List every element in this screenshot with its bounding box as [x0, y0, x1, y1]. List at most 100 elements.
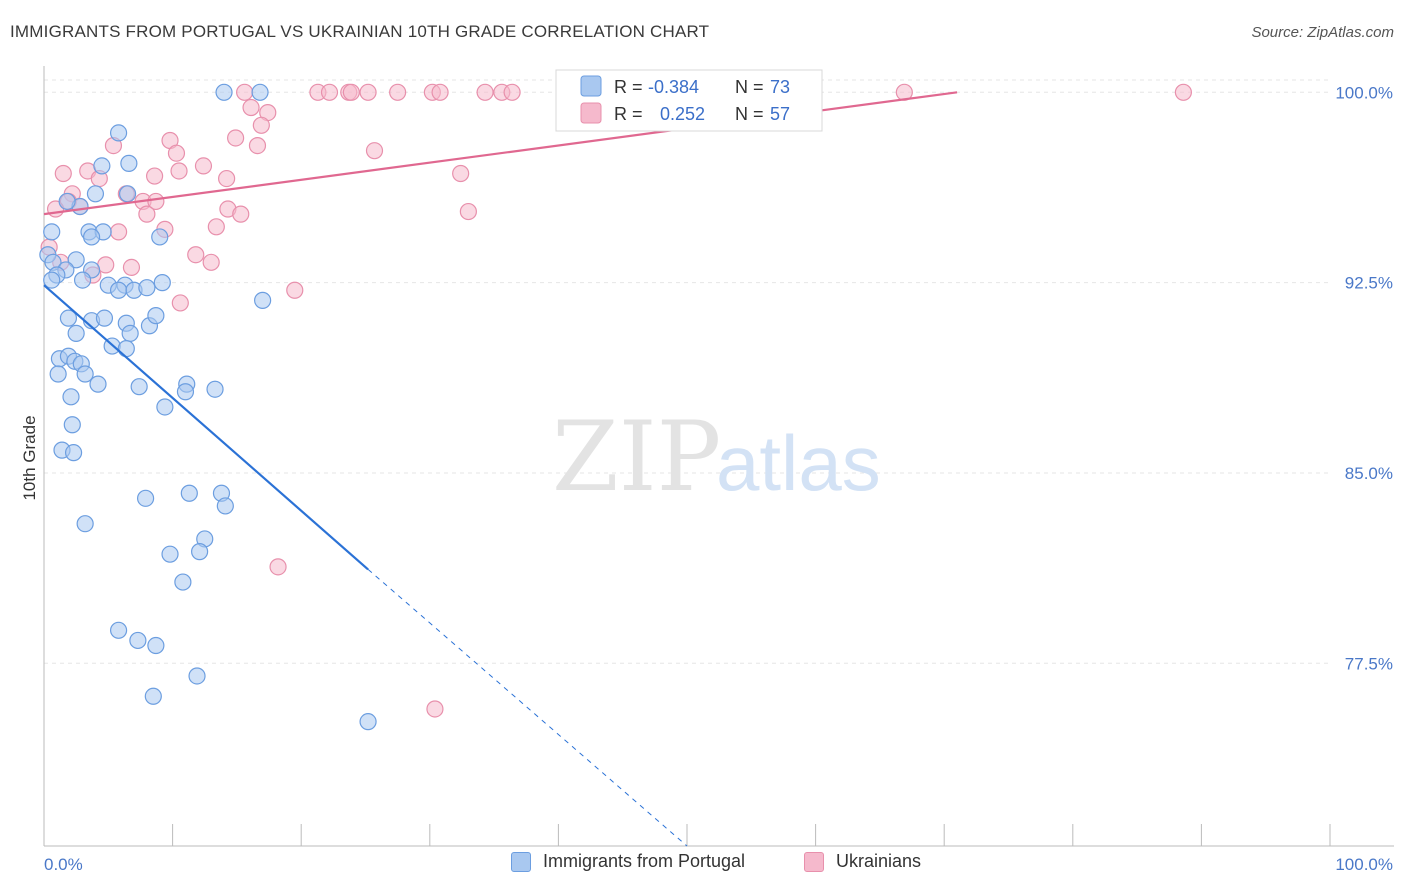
legend-swatch-portugal	[511, 851, 531, 872]
x-tick-label-1: 100.0%	[1335, 855, 1393, 874]
legend-n-value-1: 73	[770, 77, 790, 97]
bottom-legend: Immigrants from Portugal Ukrainians	[0, 851, 1406, 881]
data-point-pink-53	[286, 281, 304, 299]
data-point-blue-62	[191, 543, 209, 561]
legend-r-label-1: R =	[614, 77, 643, 97]
data-point-blue-13	[151, 228, 169, 246]
data-point-pink-15	[242, 98, 260, 117]
data-point-pink-8	[431, 83, 449, 101]
data-point-blue-20	[43, 271, 61, 289]
data-point-pink-43	[207, 218, 225, 236]
data-point-blue-63	[174, 573, 192, 591]
data-point-blue-52	[63, 416, 81, 434]
data-point-blue-65	[129, 631, 147, 650]
y-tick-label-3: 77.5%	[1345, 654, 1393, 673]
legend-swatch-pink	[580, 102, 602, 124]
legend-r-value-1: -0.384	[648, 77, 699, 97]
data-point-blue-64	[109, 621, 128, 639]
data-point-pink-42	[459, 202, 477, 221]
legend-n-label-1: N =	[735, 77, 764, 97]
data-point-blue-44	[76, 365, 94, 383]
data-point-blue-6	[118, 185, 137, 203]
data-point-pink-17	[252, 116, 270, 134]
data-point-blue-9	[43, 223, 61, 241]
legend-swatch-ukrainians	[804, 851, 824, 872]
axes	[43, 66, 1394, 847]
data-point-pink-14	[1174, 83, 1192, 101]
trend-line-blue	[43, 284, 369, 571]
data-point-blue-50	[62, 388, 80, 406]
legend-item-portugal: Immigrants from Portugal	[511, 851, 745, 872]
data-point-pink-22	[365, 142, 384, 160]
data-point-pink-21	[248, 136, 267, 155]
gridlines	[44, 79, 1330, 664]
data-point-pink-56	[426, 700, 444, 718]
data-point-blue-28	[254, 291, 272, 309]
data-point-blue-34	[147, 307, 165, 325]
data-point-pink-18	[227, 129, 245, 147]
data-point-pink-55	[269, 558, 287, 576]
data-point-blue-43	[49, 365, 67, 383]
tick-labels: 100.0% 92.5% 85.0% 77.5% 0.0% 100.0%	[44, 83, 1393, 874]
legend-r-label-2: R =	[614, 104, 643, 124]
data-point-pink-27	[170, 162, 188, 180]
data-point-pink-25	[54, 164, 72, 183]
data-point-blue-12	[82, 228, 101, 246]
data-point-blue-0	[215, 83, 233, 101]
data-point-blue-24	[109, 281, 128, 299]
data-point-pink-4	[342, 83, 360, 101]
legend-r-value-2: 0.252	[660, 104, 705, 124]
data-point-blue-4	[120, 154, 138, 172]
data-point-blue-49	[206, 380, 224, 398]
data-point-pink-24	[194, 157, 213, 175]
y-axis-label: 10th Grade	[20, 415, 39, 500]
legend-n-label-2: N =	[735, 104, 764, 124]
data-point-blue-46	[130, 378, 148, 396]
data-point-blue-51	[156, 398, 174, 416]
data-point-pink-2	[320, 83, 339, 101]
data-point-pink-51	[122, 258, 141, 277]
trend-line-blue-extension	[367, 569, 688, 847]
data-point-blue-27	[153, 274, 171, 292]
data-point-pink-47	[187, 246, 205, 264]
data-point-pink-30	[218, 169, 236, 188]
data-point-blue-8	[58, 192, 76, 211]
legend-swatch-blue	[580, 75, 602, 97]
legend-n-value-2: 57	[770, 104, 790, 124]
data-point-blue-26	[138, 279, 156, 297]
data-point-blue-61	[161, 545, 179, 563]
x-tick-label-0: 0.0%	[44, 855, 83, 874]
data-point-blue-48	[176, 383, 195, 401]
data-point-pink-0	[236, 83, 254, 101]
watermark-zip: ZIP	[552, 401, 721, 513]
data-point-pink-28	[145, 167, 164, 185]
data-point-pink-11	[503, 83, 521, 101]
data-point-blue-31	[95, 309, 114, 327]
data-point-blue-54	[64, 444, 83, 462]
data-point-blue-69	[359, 713, 377, 731]
data-point-blue-45	[89, 375, 107, 393]
data-point-blue-2	[109, 124, 128, 142]
data-point-pink-9	[476, 83, 494, 101]
data-point-pink-54	[171, 294, 189, 312]
data-point-pink-39	[138, 205, 156, 223]
watermark: ZIP atlas	[552, 401, 881, 513]
chart-title: IMMIGRANTS FROM PORTUGAL VS UKRAINIAN 10…	[10, 22, 710, 41]
data-point-blue-36	[121, 324, 139, 342]
data-point-pink-23	[167, 144, 186, 162]
data-point-blue-68	[144, 687, 162, 705]
legend-label-portugal: Immigrants from Portugal	[543, 851, 746, 871]
data-point-blue-59	[76, 515, 94, 533]
data-point-blue-67	[188, 667, 206, 685]
data-point-pink-6	[389, 83, 407, 101]
data-point-pink-48	[202, 253, 220, 271]
source-label: Source: ZipAtlas.com	[1251, 24, 1394, 41]
y-tick-label-1: 92.5%	[1345, 274, 1393, 293]
data-point-blue-55	[136, 489, 155, 507]
data-point-blue-58	[216, 497, 234, 515]
data-point-blue-29	[59, 309, 78, 327]
data-point-blue-38	[117, 340, 135, 358]
data-point-pink-5	[359, 83, 377, 101]
data-point-blue-16	[67, 251, 85, 269]
